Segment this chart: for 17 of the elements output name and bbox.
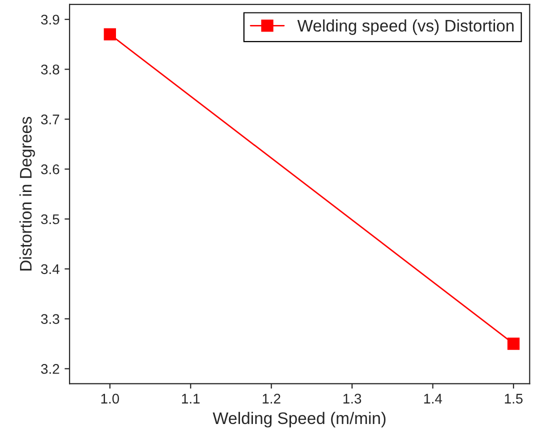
y-tick-label: 3.2	[41, 364, 60, 374]
y-tick-label: 3.5	[41, 214, 60, 224]
y-tick-label: 3.8	[41, 64, 60, 74]
legend-label: Welding speed (vs) Distortion	[297, 19, 514, 35]
x-tick-label: 1.1	[182, 394, 200, 404]
y-axis-title: Distortion in Degrees	[19, 116, 35, 270]
x-tick-label: 1.2	[262, 394, 280, 404]
x-tick-label: 1.4	[424, 394, 442, 404]
y-tick-label: 3.9	[41, 14, 60, 25]
y-tick-label: 3.4	[41, 264, 60, 274]
y-tick-label: 3.6	[41, 164, 60, 174]
y-tick-label: 3.3	[41, 314, 60, 324]
x-tick-label: 1.5	[504, 394, 523, 404]
x-axis-title: Welding Speed (m/min)	[212, 412, 386, 428]
x-tick-label: 1.3	[343, 394, 362, 404]
y-tick-label: 3.7	[41, 114, 60, 124]
x-tick-label: 1.0	[101, 394, 120, 404]
